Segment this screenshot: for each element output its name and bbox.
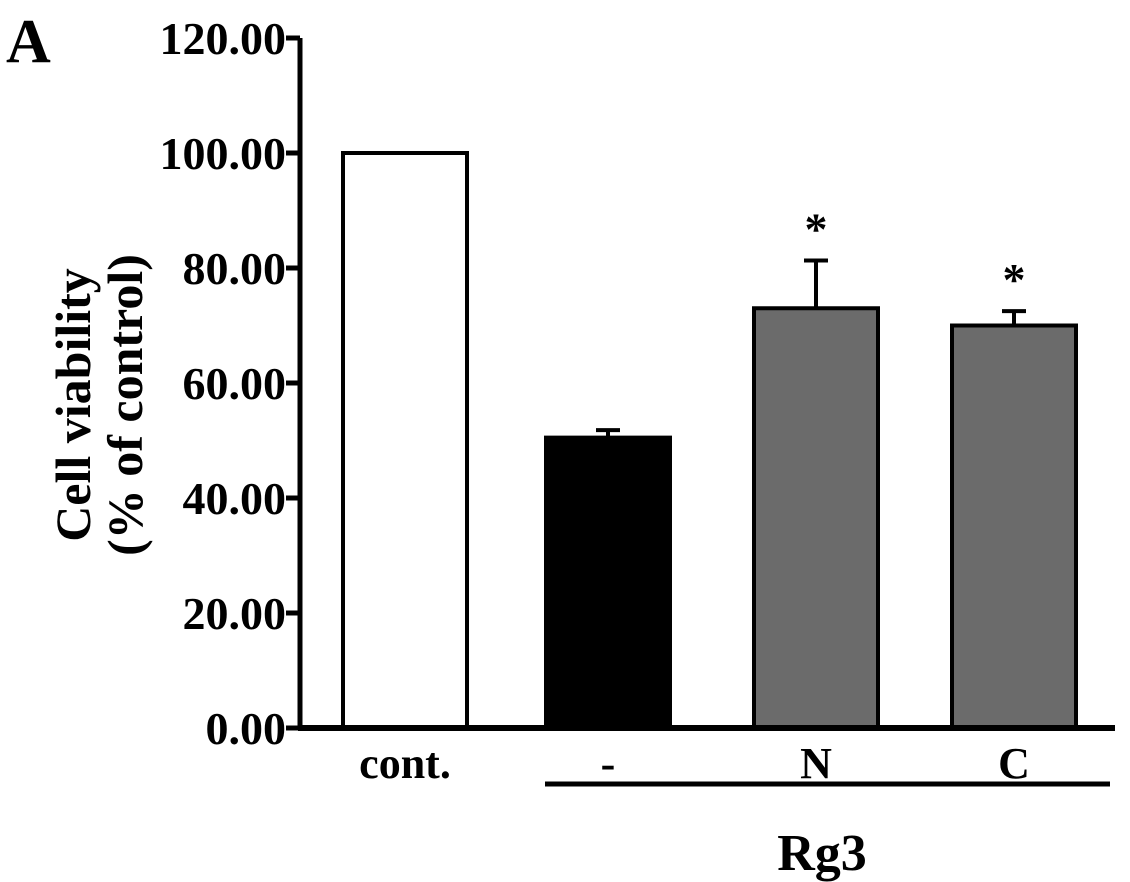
y-tick-label: 40.00	[183, 473, 287, 524]
axes-layer	[286, 35, 1115, 731]
bar-cat1	[544, 435, 672, 730]
bars-layer	[341, 151, 1078, 730]
rg3-group-label: Rg3	[777, 825, 867, 882]
y-tick-label: 60.00	[183, 358, 287, 409]
significance-marker-c: *	[1003, 254, 1026, 305]
bar-n	[752, 306, 880, 730]
y-tick-label: 20.00	[183, 588, 287, 639]
y-tick-label: 100.00	[160, 128, 287, 179]
y-axis-title: Cell viability (% of control)	[45, 254, 153, 556]
y-tick-label: 120.00	[160, 13, 287, 64]
x-tick-label-c: C	[998, 739, 1030, 788]
y-axis-title-line-1: Cell viability	[45, 268, 101, 542]
x-tick-label-cont: cont.	[359, 739, 451, 788]
error-bar-n	[804, 258, 828, 309]
error-bars-layer	[596, 258, 1026, 438]
bar-c	[950, 323, 1078, 730]
error-bar-cat1	[596, 428, 620, 438]
x-tick-label-cat1: -	[601, 739, 616, 788]
significance-marker-n: *	[805, 204, 828, 255]
y-tick-label: 0.00	[206, 703, 287, 754]
bar-cont	[341, 151, 469, 730]
y-axis-title-line-2: (% of control)	[97, 254, 153, 556]
y-tick-label: 80.00	[183, 243, 287, 294]
error-bar-c	[1002, 309, 1026, 326]
x-tick-label-n: N	[800, 739, 832, 788]
labels-layer: cont. - * N * C 0.00 20.00 40.00 60.00 80.00 100.00…	[160, 13, 1030, 788]
panel-label: A	[6, 8, 51, 76]
